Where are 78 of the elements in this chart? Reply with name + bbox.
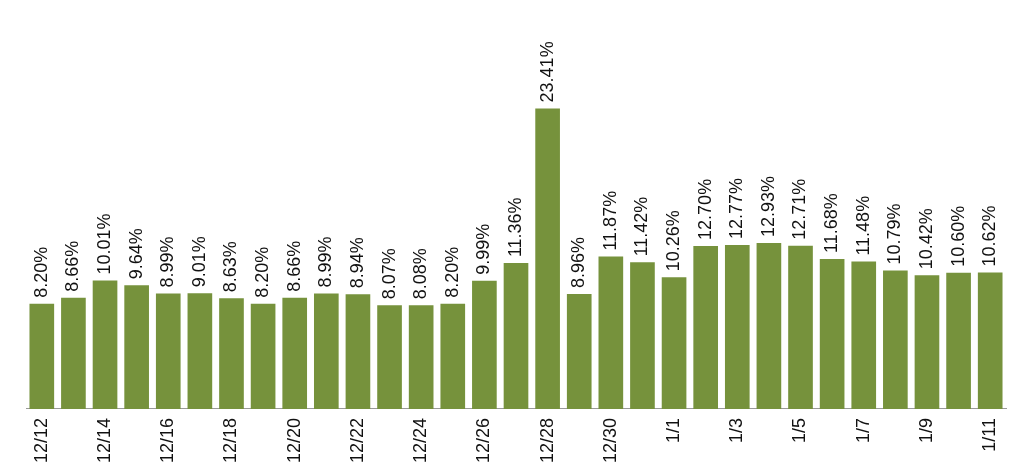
data-label: 10.60%	[947, 205, 968, 267]
x-tick-label: 12/26	[473, 417, 494, 463]
bar	[503, 263, 529, 409]
bar	[819, 259, 845, 409]
x-tick-label: 12/22	[346, 417, 367, 463]
data-label: 11.87%	[599, 190, 620, 251]
data-label: 8.96%	[568, 236, 589, 288]
x-tick-label: 1/9	[915, 417, 936, 443]
data-label: 8.63%	[220, 241, 241, 293]
data-label: 12.77%	[726, 177, 747, 240]
data-label: 9.64%	[125, 228, 146, 280]
bar	[883, 270, 908, 409]
bar	[472, 280, 497, 409]
bar	[219, 298, 244, 409]
x-tick-label: 1/7	[852, 417, 873, 443]
bar	[724, 245, 750, 409]
bar	[598, 256, 624, 409]
x-tick-label: 12/20	[283, 417, 304, 463]
x-tick-label: 12/16	[157, 417, 178, 463]
bar	[408, 305, 434, 409]
bar	[788, 245, 813, 409]
data-label: 9.99%	[473, 223, 494, 275]
bar	[693, 245, 719, 409]
bar	[377, 305, 402, 409]
bar	[124, 285, 149, 409]
bar	[29, 303, 55, 409]
data-label: 12.93%	[757, 175, 778, 237]
x-tick-label: 12/24	[410, 417, 431, 463]
data-label: 8.20%	[252, 246, 273, 298]
data-label: 8.66%	[62, 240, 83, 292]
bar	[977, 272, 1003, 409]
data-label: 12.70%	[694, 178, 715, 240]
bar	[282, 297, 308, 409]
bar	[313, 293, 339, 409]
bar	[535, 108, 560, 409]
x-tick-label: 12/12	[30, 417, 51, 463]
data-label: 8.08%	[410, 248, 431, 300]
bar	[946, 272, 971, 409]
bar	[250, 303, 276, 409]
bar	[661, 277, 687, 409]
data-label: 23.41%	[536, 41, 557, 103]
x-tick-label: 1/3	[726, 417, 747, 443]
data-label: 8.20%	[30, 246, 51, 298]
x-tick-label: 12/28	[536, 417, 557, 463]
data-label: 11.48%	[852, 195, 873, 256]
data-label: 10.62%	[979, 205, 1000, 267]
data-label: 8.20%	[441, 246, 462, 298]
data-label: 9.01%	[188, 236, 209, 288]
data-label: 11.36%	[504, 197, 525, 258]
bar	[566, 293, 592, 409]
data-label: 12.71%	[789, 178, 810, 240]
x-tick-label: 12/14	[94, 417, 114, 463]
bar	[630, 262, 655, 409]
data-label: 11.68%	[821, 193, 842, 254]
bar	[851, 261, 877, 409]
data-label: 11.42%	[631, 196, 652, 257]
data-label: 10.01%	[94, 213, 114, 275]
data-label: 8.94%	[346, 237, 367, 289]
data-label: 10.26%	[663, 210, 684, 272]
bar	[187, 293, 213, 409]
bar	[756, 242, 782, 409]
bar	[61, 297, 86, 409]
x-tick-label: 1/1	[663, 417, 684, 443]
x-tick-label: 1/11	[979, 417, 1000, 452]
data-label: 8.07%	[378, 248, 399, 300]
bar	[440, 303, 466, 409]
x-tick-label: 12/30	[599, 417, 620, 463]
bar	[92, 280, 118, 409]
data-label: 10.42%	[915, 208, 936, 270]
x-tick-label: 1/5	[789, 417, 810, 443]
data-label: 8.66%	[283, 240, 304, 292]
x-tick-label: 12/18	[220, 417, 241, 463]
data-label: 10.79%	[884, 203, 905, 265]
data-label: 8.99%	[157, 236, 178, 288]
bar	[155, 293, 181, 409]
bar	[914, 275, 940, 409]
bar	[345, 294, 371, 409]
data-label: 8.99%	[315, 236, 336, 288]
